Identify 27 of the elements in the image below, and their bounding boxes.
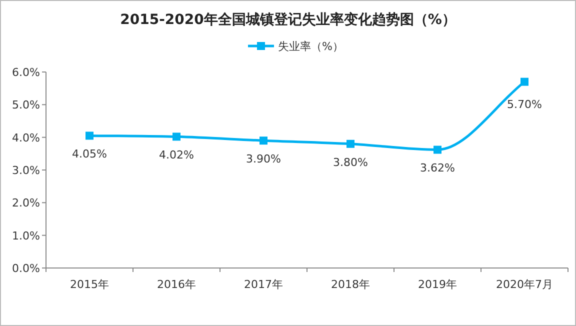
x-tick-label: 2019年	[418, 278, 457, 291]
point	[434, 146, 442, 154]
data-label: 4.02%	[159, 148, 194, 162]
point	[346, 140, 354, 148]
y-tick-label: 0.0%	[12, 262, 40, 275]
y-tick-label: 1.0%	[12, 229, 40, 242]
y-tick-label: 5.0%	[12, 98, 40, 112]
y-tick-label: 4.0%	[12, 131, 40, 144]
data-label: 3.80%	[333, 156, 368, 169]
legend-label: 失业率（%）	[278, 40, 344, 53]
data-label: 5.70%	[507, 98, 542, 111]
data-label: 3.62%	[420, 162, 455, 175]
chart-title: 2015-2020年全国城镇登记失业率变化趋势图（%）	[120, 11, 456, 28]
point	[172, 132, 180, 141]
y-tick-label: 6.0%	[12, 66, 40, 79]
data-label: 4.05%	[72, 148, 107, 161]
point	[520, 78, 528, 86]
x-tick-label: 2017年	[244, 278, 283, 291]
y-tick-label: 2.0%	[12, 196, 40, 210]
x-tick-label: 2016年	[157, 278, 196, 291]
point	[260, 136, 268, 145]
data-label: 3.90%	[246, 152, 281, 166]
y-tick-label: 3.0%	[12, 164, 40, 177]
x-tick-label: 2018年	[331, 278, 370, 291]
point	[86, 132, 94, 140]
x-tick-label: 2015年	[70, 278, 109, 291]
x-tick-label: 2020年7月	[496, 278, 553, 291]
